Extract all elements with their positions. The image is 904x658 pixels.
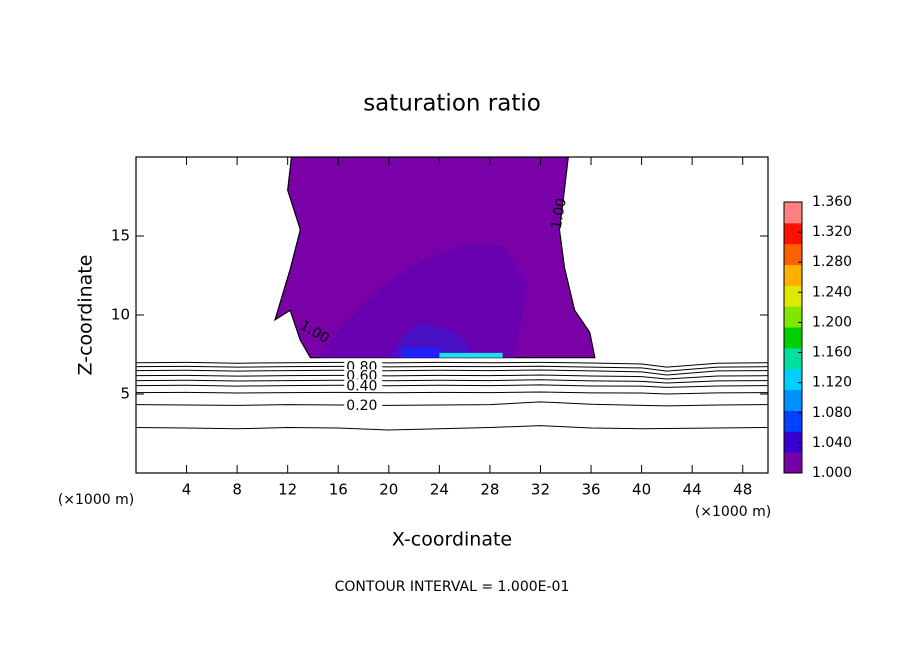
- x-tick-label: 8: [232, 481, 242, 499]
- colorbar-band: [784, 368, 802, 391]
- colorbar-band: [784, 306, 802, 328]
- y-tick-label: 10: [111, 306, 130, 324]
- colorbar-band: [784, 452, 802, 474]
- y-axis-label: Z-coordinate: [75, 255, 97, 376]
- x-tick-label: 20: [379, 481, 398, 499]
- colorbar-band: [784, 243, 802, 266]
- x-tick-label: 16: [329, 481, 348, 499]
- x-axis-label: X-coordinate: [392, 529, 512, 551]
- contour-line: [136, 425, 768, 431]
- contour-line: [136, 384, 768, 388]
- footer: CONTOUR INTERVAL = 1.000E-01: [335, 579, 570, 595]
- x-tick-label: 12: [278, 481, 297, 499]
- x-tick-label: 44: [683, 481, 702, 499]
- x-tick-label: 32: [531, 481, 550, 499]
- x-tick-label: 36: [581, 481, 600, 499]
- contour-line: [136, 379, 768, 384]
- colorbar-tick-label: 1.080: [812, 405, 852, 421]
- x-unit-right: (×1000 m): [695, 504, 771, 520]
- contour-line: [136, 401, 768, 407]
- x-tick-label: 4: [182, 481, 192, 499]
- colorbar-frame: [783, 201, 803, 474]
- x-tick-label: 24: [430, 481, 449, 499]
- contour-label-bg: [344, 399, 383, 412]
- contour-label-bg: [344, 360, 383, 373]
- colorbar-tick-label: 1.280: [812, 254, 852, 270]
- colorbar-tick-label: 1.320: [812, 224, 852, 240]
- contour-label-bg: [344, 369, 383, 382]
- x-tick-label: 28: [480, 481, 499, 499]
- x-tick-label: 40: [632, 481, 651, 499]
- contour-line: [136, 374, 768, 380]
- contour-label: 1.00: [549, 197, 570, 230]
- x-unit-left: (×1000 m): [58, 492, 134, 508]
- contour-label: 0.20: [346, 398, 377, 414]
- colorbar-band: [784, 264, 802, 286]
- colorbar-band: [784, 410, 802, 432]
- contour-label-bg: [344, 379, 383, 392]
- y-tick-label: 5: [120, 385, 130, 403]
- contour-label: 0.40: [346, 378, 377, 394]
- colorbar-band: [784, 347, 802, 370]
- contour-line: [136, 369, 768, 376]
- colorbar-tick-label: 1.360: [812, 194, 852, 210]
- filled-region: [439, 352, 503, 358]
- colorbar-band: [784, 389, 802, 411]
- filled-region: [319, 243, 528, 358]
- colorbar-tick-label: 1.040: [812, 435, 852, 451]
- colorbar-tick-label: 1.240: [812, 284, 852, 300]
- colorbar-band: [784, 202, 802, 224]
- colorbar-band: [784, 431, 802, 453]
- colorbar-band: [784, 327, 802, 349]
- chart-title: saturation ratio: [363, 91, 541, 117]
- filled-region: [401, 348, 440, 358]
- y-tick-label: 15: [111, 227, 130, 245]
- colorbar-band: [784, 285, 802, 307]
- colorbar-tick-label: 1.200: [812, 314, 852, 330]
- colorbar-band: [784, 222, 802, 245]
- contour-line: [136, 361, 768, 368]
- colorbar-tick-label: 1.120: [812, 375, 852, 391]
- x-tick-label: 48: [733, 481, 752, 499]
- colorbar-tick-label: 1.000: [812, 465, 852, 481]
- colorbar-tick-label: 1.160: [812, 345, 852, 361]
- contour-line: [136, 365, 768, 372]
- contour-line: [136, 391, 768, 395]
